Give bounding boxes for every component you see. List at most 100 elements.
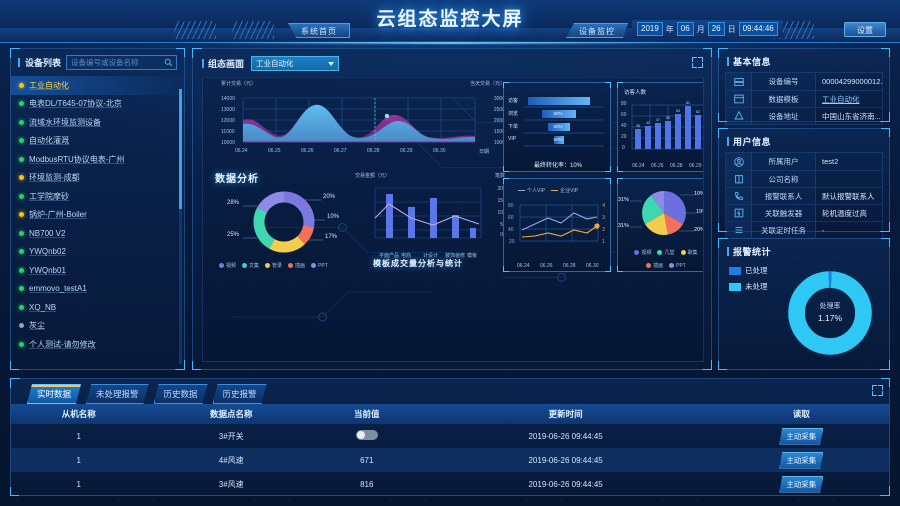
data-table-panel: 实时数据 未处理报警 历史数据 历史报警 从机名称 数据点名称 当前值 更新时间 读取 1 3…	[10, 378, 890, 496]
device-list-item[interactable]: NB700 V2	[11, 224, 184, 243]
table-column-header: 当前值	[315, 404, 418, 424]
table-tabs[interactable]: 实时数据 未处理报警 历史数据 历史报警	[11, 379, 889, 404]
donut-svg	[243, 191, 325, 253]
device-list-item[interactable]: 灰尘	[11, 317, 184, 336]
ytick-2: 12000	[221, 118, 235, 124]
device-search[interactable]	[66, 55, 177, 70]
device-list-item[interactable]: XQ_NB	[11, 298, 184, 317]
nav-device-monitor-button[interactable]: 设备监控	[566, 23, 628, 38]
device-list-panel: 设备列表 工业自动化 电表DL/T645-07协议-北京 流域水环境监测设备 自…	[10, 48, 185, 370]
device-name: NB700 V2	[29, 228, 66, 238]
status-dot-icon	[19, 212, 24, 218]
funnel-stage: VIP	[508, 136, 517, 142]
device-list-item[interactable]: 工业自动化	[11, 76, 184, 95]
x-tick: 06.28	[670, 163, 683, 169]
device-list-item[interactable]: YWQnb02	[11, 243, 184, 262]
info-key: 数据模板	[752, 91, 816, 107]
legend-swatch	[634, 250, 640, 255]
task-icon	[735, 226, 742, 234]
table-expand-icon[interactable]	[872, 385, 883, 396]
cell-point: 3#风速	[218, 479, 244, 489]
device-list-item[interactable]: emmovo_testA1	[11, 280, 184, 299]
collect-button[interactable]: 主动采集	[779, 476, 823, 493]
table-tab[interactable]: 未处理报警	[86, 384, 149, 404]
info-row: 报警联系人 默认报警联系人	[726, 187, 882, 204]
device-list-item[interactable]: 电表DL/T645-07协议-北京	[11, 95, 184, 114]
collect-button[interactable]: 主动采集	[779, 452, 823, 469]
device-list-item[interactable]: 流域水环境监测设备	[11, 113, 184, 132]
cell-value: 671	[315, 448, 418, 472]
info-icon-cell	[726, 188, 752, 204]
cell-time: 2019-06-26 09:44:45	[528, 431, 603, 441]
device-list[interactable]: 工业自动化 电表DL/T645-07协议-北京 流域水环境监测设备 自动化灌溉 …	[11, 74, 184, 360]
table-tab[interactable]: 历史报警	[213, 384, 267, 404]
visitor-ytick-4: 80	[621, 101, 627, 107]
info-key: 关联触发器	[752, 205, 816, 221]
info-row: 数据模板 工业自动化	[726, 90, 882, 107]
device-name: XQ_NB	[29, 302, 57, 312]
device-name: 环境监测-成都	[29, 173, 80, 183]
basic-info-title: 基本信息	[719, 49, 889, 70]
expand-icon[interactable]	[692, 57, 703, 68]
status-dot-icon	[19, 267, 24, 273]
y2tick-0: 3000	[493, 96, 505, 102]
info-row: 设备编号 00004299000012...	[726, 73, 882, 90]
cell-value: 816	[360, 479, 374, 489]
ytick-0: 14000	[221, 96, 235, 102]
table-tab[interactable]: 历史数据	[154, 384, 208, 404]
ytick-1: 13000	[221, 107, 235, 113]
vip-y2tick-1: 1	[602, 239, 605, 245]
vip-legend: 个人VIP 企业VIP	[518, 187, 578, 194]
device-name: emmovo_testA1	[29, 284, 87, 294]
device-list-item[interactable]: 环境监测-成都	[11, 169, 184, 188]
device-list-item[interactable]: 锅炉-广州-Boiler	[11, 206, 184, 225]
nav-home-button[interactable]: 系统首页	[288, 23, 350, 38]
info-value: test2	[822, 157, 839, 166]
device-list-title: 设备列表	[25, 58, 62, 68]
table-tab[interactable]: 实时数据	[27, 384, 81, 404]
bar-y2tick-0: 0	[500, 232, 503, 238]
funnel-stage: 访客	[508, 98, 519, 104]
alarm-legend-item: 未处理	[729, 281, 768, 292]
svg-text:63: 63	[676, 109, 680, 113]
ytick-3: 11000	[221, 129, 235, 135]
value-toggle[interactable]	[355, 430, 378, 440]
trigger-icon	[734, 208, 743, 218]
x-tick: 06.26	[651, 163, 664, 169]
info-value[interactable]: 工业自动化	[822, 94, 860, 104]
legend-item: 文集	[242, 262, 259, 269]
device-list-item[interactable]: 自动化灌溉	[11, 132, 184, 151]
device-list-scrollbar[interactable]	[179, 89, 182, 364]
settings-button[interactable]: 设置	[844, 22, 886, 37]
status-dot-icon	[19, 286, 24, 292]
data-analysis-title: 数据分析	[215, 174, 259, 185]
svg-text:36: 36	[636, 124, 640, 128]
date-year-unit: 年	[665, 24, 674, 34]
accent-bar	[18, 58, 20, 67]
scada-panel: 组态画面 工业自动化	[192, 48, 712, 370]
scada-scene-select[interactable]: 工业自动化	[251, 56, 340, 71]
vip-line-svg	[519, 204, 600, 242]
donut-legend: 视频 文集 管录 插画 PPT	[219, 262, 328, 269]
device-list-item[interactable]: 个人测试-请勿修改	[11, 335, 184, 354]
table-column-header: 数据点名称	[146, 404, 316, 424]
phone-icon	[734, 192, 743, 200]
info-key: 设备编号	[752, 73, 816, 90]
table-column-header: 从机名称	[11, 404, 147, 424]
device-list-item[interactable]: ModbusRTU协议电表-广州	[11, 150, 184, 169]
status-dot-icon	[19, 156, 24, 162]
info-icon-cell	[726, 73, 752, 90]
search-input[interactable]	[67, 56, 176, 69]
info-key: 所属用户	[752, 153, 816, 170]
basic-info-rows: 设备编号 00004299000012... 数据模板 工业自动化 设备地址 中…	[725, 72, 883, 125]
info-value: 默认报警联系人	[822, 191, 875, 201]
legend-swatch	[219, 263, 224, 268]
device-list-item[interactable]: YWQnb01	[11, 261, 184, 280]
funnel-svg	[524, 97, 604, 147]
info-value: 00004299000012...	[822, 77, 882, 86]
chart-ylabel: 累计交易（元）	[221, 81, 257, 87]
y2tick-4: 1000	[493, 140, 505, 146]
vip-ytick-4: 80	[508, 203, 514, 209]
collect-button[interactable]: 主动采集	[779, 428, 823, 445]
device-list-item[interactable]: 工学院摩砂	[11, 187, 184, 206]
